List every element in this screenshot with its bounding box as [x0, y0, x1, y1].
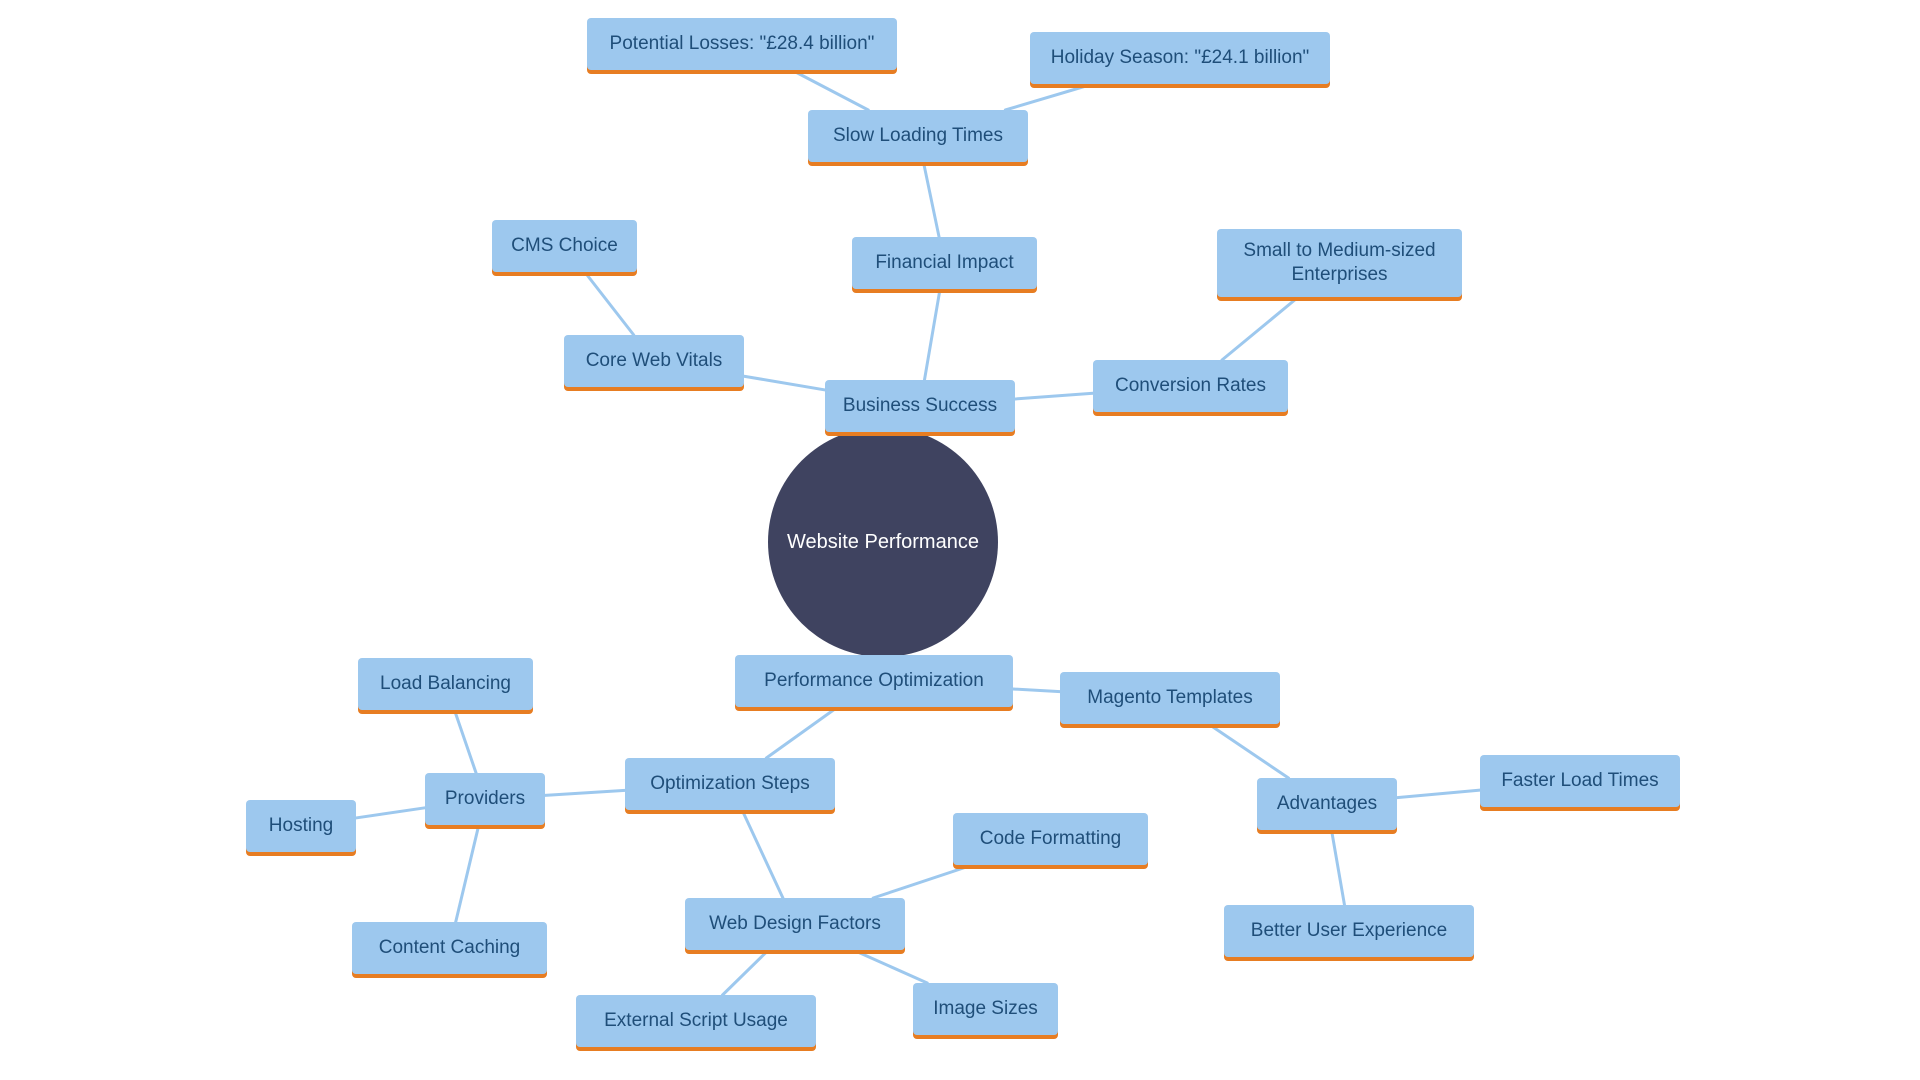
edge-design-code	[873, 865, 972, 898]
mindmap-node-label: Magento Templates	[1087, 686, 1252, 710]
mindmap-node-conv: Conversion Rates	[1093, 360, 1288, 412]
mindmap-node-sme: Small to Medium-sized Enterprises	[1217, 229, 1462, 297]
edge-adv-fast	[1397, 790, 1480, 798]
mindmap-node-label: Providers	[445, 787, 525, 811]
mindmap-node-label: Holiday Season: "£24.1 billion"	[1051, 46, 1310, 70]
mindmap-node-cms: CMS Choice	[492, 220, 637, 272]
edge-opt-prov	[545, 790, 625, 795]
mindmap-node-label: Business Success	[843, 394, 997, 418]
mindmap-node-label: Financial Impact	[875, 251, 1013, 275]
mindmap-node-label: Conversion Rates	[1115, 374, 1266, 398]
mindmap-node-code: Code Formatting	[953, 813, 1148, 865]
mindmap-node-label: Code Formatting	[980, 827, 1122, 851]
mindmap-node-label: Faster Load Times	[1501, 769, 1658, 793]
center-node-label: Website Performance	[787, 530, 979, 555]
mindmap-node-perf: Performance Optimization	[735, 655, 1013, 707]
mindmap-node-label: External Script Usage	[604, 1009, 788, 1033]
mindmap-node-loss: Potential Losses: "£28.4 billion"	[587, 18, 897, 70]
edge-perf-mag	[1013, 689, 1060, 692]
mindmap-node-label: Load Balancing	[380, 672, 511, 696]
mindmap-node-label: Potential Losses: "£28.4 billion"	[610, 32, 875, 56]
mindmap-node-label: Optimization Steps	[650, 772, 809, 796]
mindmap-node-label: Small to Medium-sized Enterprises	[1231, 239, 1448, 287]
mindmap-node-adv: Advantages	[1257, 778, 1397, 830]
mindmap-node-host: Hosting	[246, 800, 356, 852]
mindmap-node-label: Hosting	[269, 814, 333, 838]
edge-fin-slow	[923, 162, 939, 237]
mindmap-node-label: Better User Experience	[1251, 919, 1447, 943]
mindmap-node-img: Image Sizes	[913, 983, 1058, 1035]
edge-biz-cwv	[744, 376, 825, 390]
mindmap-node-loadb: Load Balancing	[358, 658, 533, 710]
mindmap-node-label: Web Design Factors	[709, 912, 881, 936]
mindmap-node-opt: Optimization Steps	[625, 758, 835, 810]
mindmap-node-label: Image Sizes	[933, 997, 1038, 1021]
edge-conv-sme	[1222, 297, 1298, 360]
edge-biz-conv	[1015, 393, 1093, 399]
mindmap-node-slow: Slow Loading Times	[808, 110, 1028, 162]
mindmap-node-fin: Financial Impact	[852, 237, 1037, 289]
edge-mag-adv	[1209, 724, 1289, 778]
mindmap-node-label: Core Web Vitals	[586, 349, 723, 373]
edge-prov-host	[356, 808, 425, 818]
edge-design-img	[853, 950, 927, 983]
edge-prov-cache	[456, 825, 479, 922]
mindmap-node-label: Advantages	[1277, 792, 1377, 816]
mindmap-node-holiday: Holiday Season: "£24.1 billion"	[1030, 32, 1330, 84]
mindmap-node-prov: Providers	[425, 773, 545, 825]
mindmap-node-mag: Magento Templates	[1060, 672, 1280, 724]
edge-cwv-cms	[585, 272, 634, 335]
mindmap-node-label: Slow Loading Times	[833, 124, 1003, 148]
mindmap-node-label: CMS Choice	[511, 234, 618, 258]
mindmap-node-script: External Script Usage	[576, 995, 816, 1047]
edge-perf-opt	[766, 707, 837, 758]
edge-biz-fin	[924, 289, 940, 380]
mindmap-node-design: Web Design Factors	[685, 898, 905, 950]
mindmap-node-cache: Content Caching	[352, 922, 547, 974]
mindmap-node-cwv: Core Web Vitals	[564, 335, 744, 387]
mindmap-node-label: Performance Optimization	[764, 669, 984, 693]
mindmap-node-ux: Better User Experience	[1224, 905, 1474, 957]
mindmap-node-label: Content Caching	[379, 936, 521, 960]
edge-prov-loadb	[454, 710, 476, 773]
edge-design-script	[723, 950, 769, 995]
edge-opt-design	[742, 810, 783, 898]
edge-adv-ux	[1332, 830, 1345, 905]
edge-slow-loss	[792, 70, 869, 110]
center-node: Website Performance	[768, 427, 998, 657]
edge-slow-holiday	[1005, 84, 1092, 110]
mindmap-node-biz: Business Success	[825, 380, 1015, 432]
mindmap-node-fast: Faster Load Times	[1480, 755, 1680, 807]
